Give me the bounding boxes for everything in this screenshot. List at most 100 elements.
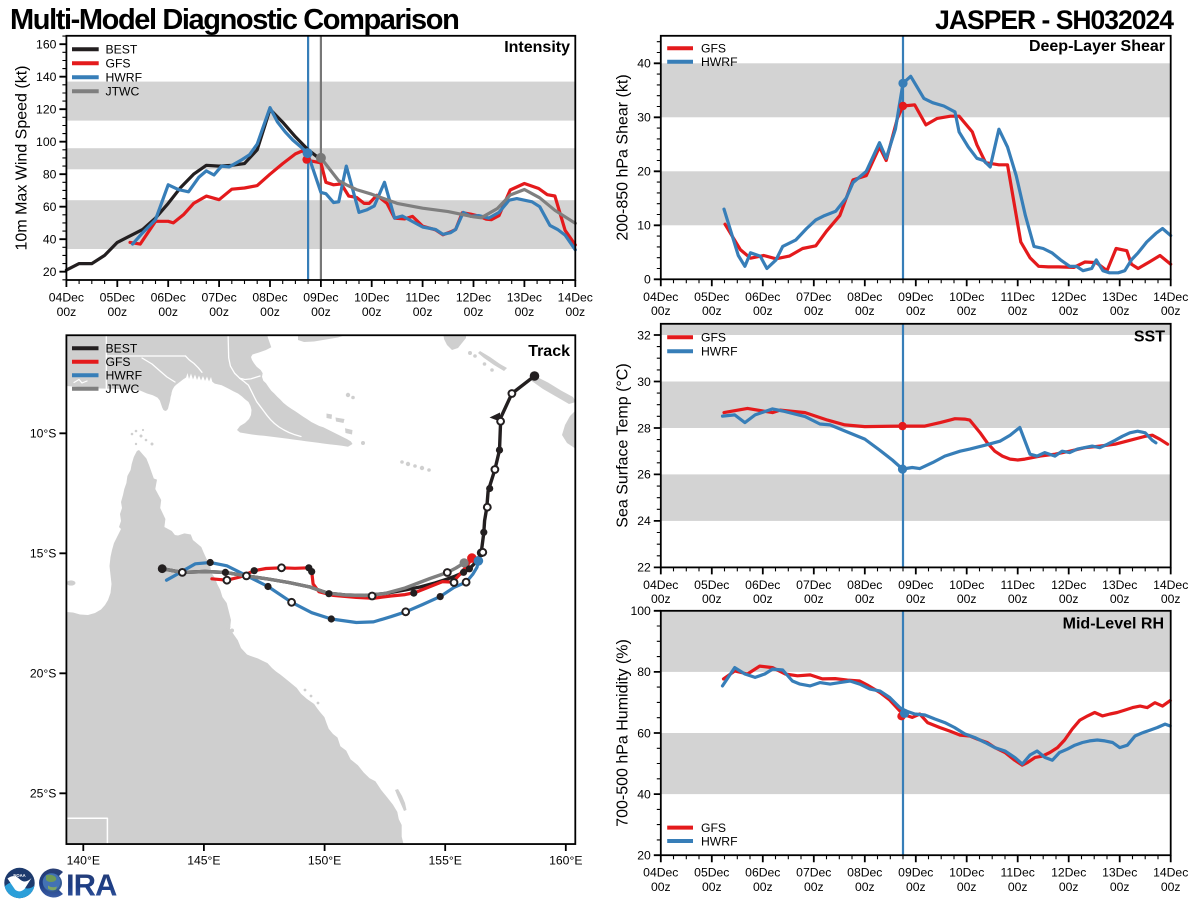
svg-text:00z: 00z: [1059, 880, 1079, 894]
svg-text:09Dec: 09Dec: [898, 578, 933, 592]
svg-text:08Dec: 08Dec: [252, 291, 287, 305]
svg-text:HWRF: HWRF: [701, 345, 738, 359]
svg-text:00z: 00z: [651, 880, 671, 894]
svg-text:11Dec: 11Dec: [405, 291, 439, 305]
svg-text:00z: 00z: [906, 880, 926, 894]
svg-text:Multi-Model Diagnostic Compari: Multi-Model Diagnostic Comparison: [10, 4, 458, 36]
svg-text:GFS: GFS: [701, 331, 726, 345]
svg-text:14Dec: 14Dec: [1153, 290, 1188, 304]
svg-text:10Dec: 10Dec: [949, 290, 984, 304]
svg-text:08Dec: 08Dec: [847, 290, 882, 304]
svg-text:00z: 00z: [57, 305, 77, 319]
svg-text:150°E: 150°E: [308, 854, 341, 868]
svg-text:00z: 00z: [753, 304, 773, 318]
svg-text:11Dec: 11Dec: [1001, 290, 1035, 304]
svg-text:04Dec: 04Dec: [643, 578, 678, 592]
svg-text:40: 40: [43, 233, 57, 247]
svg-text:07Dec: 07Dec: [201, 291, 236, 305]
svg-text:JTWC: JTWC: [106, 85, 140, 99]
svg-text:00z: 00z: [107, 305, 127, 319]
svg-text:00z: 00z: [957, 880, 977, 894]
svg-text:00z: 00z: [855, 880, 875, 894]
svg-text:05Dec: 05Dec: [694, 866, 729, 880]
svg-text:HWRF: HWRF: [701, 55, 738, 69]
svg-text:30: 30: [637, 111, 651, 125]
svg-text:00z: 00z: [702, 304, 722, 318]
svg-text:00z: 00z: [1059, 592, 1079, 606]
svg-text:06Dec: 06Dec: [745, 866, 780, 880]
svg-text:GFS: GFS: [106, 355, 131, 369]
svg-text:11Dec: 11Dec: [1001, 866, 1035, 880]
svg-text:14Dec: 14Dec: [1153, 866, 1188, 880]
svg-text:30: 30: [637, 375, 651, 389]
svg-text:00z: 00z: [209, 305, 229, 319]
svg-text:32: 32: [637, 328, 651, 342]
svg-text:00z: 00z: [804, 592, 824, 606]
svg-text:00z: 00z: [413, 305, 433, 319]
svg-text:04Dec: 04Dec: [643, 290, 678, 304]
svg-text:00z: 00z: [957, 592, 977, 606]
svg-text:06Dec: 06Dec: [151, 291, 186, 305]
svg-text:12Dec: 12Dec: [1051, 578, 1086, 592]
svg-text:07Dec: 07Dec: [796, 866, 831, 880]
svg-text:00z: 00z: [906, 304, 926, 318]
svg-text:12Dec: 12Dec: [1051, 866, 1086, 880]
svg-text:00z: 00z: [1059, 304, 1079, 318]
svg-text:140°E: 140°E: [67, 854, 100, 868]
svg-text:IRA: IRA: [66, 868, 117, 900]
svg-text:Deep-Layer Shear: Deep-Layer Shear: [1029, 38, 1165, 55]
svg-text:10°S: 10°S: [30, 427, 57, 441]
svg-text:100: 100: [36, 135, 57, 149]
svg-text:14Dec: 14Dec: [1153, 578, 1188, 592]
svg-text:12Dec: 12Dec: [456, 291, 491, 305]
svg-text:GFS: GFS: [106, 57, 131, 71]
svg-text:00z: 00z: [1110, 304, 1130, 318]
svg-text:04Dec: 04Dec: [49, 291, 84, 305]
svg-text:25°S: 25°S: [30, 787, 57, 801]
svg-text:Intensity: Intensity: [504, 39, 570, 56]
svg-text:06Dec: 06Dec: [745, 578, 780, 592]
svg-text:00z: 00z: [702, 880, 722, 894]
svg-text:200-850 hPa Shear (kt): 200-850 hPa Shear (kt): [615, 74, 632, 240]
svg-text:28: 28: [637, 421, 651, 435]
svg-text:00z: 00z: [651, 304, 671, 318]
svg-text:120: 120: [36, 103, 57, 117]
svg-text:15°S: 15°S: [30, 547, 57, 561]
svg-text:00z: 00z: [855, 592, 875, 606]
svg-text:HWRF: HWRF: [106, 71, 143, 85]
svg-text:00z: 00z: [1008, 304, 1028, 318]
svg-text:00z: 00z: [753, 592, 773, 606]
svg-text:09Dec: 09Dec: [303, 291, 338, 305]
svg-text:100: 100: [630, 604, 651, 618]
svg-text:00z: 00z: [1110, 592, 1130, 606]
svg-text:20: 20: [43, 265, 57, 279]
svg-text:155°E: 155°E: [429, 854, 462, 868]
svg-text:GFS: GFS: [701, 42, 726, 56]
svg-text:05Dec: 05Dec: [100, 291, 135, 305]
svg-text:10m Max Wind Speed (kt): 10m Max Wind Speed (kt): [14, 66, 31, 251]
svg-text:00z: 00z: [702, 592, 722, 606]
svg-text:11Dec: 11Dec: [1001, 578, 1035, 592]
svg-text:700-500 hPa Humidity (%): 700-500 hPa Humidity (%): [615, 639, 632, 827]
svg-text:05Dec: 05Dec: [694, 578, 729, 592]
svg-text:00z: 00z: [1008, 592, 1028, 606]
svg-text:00z: 00z: [957, 304, 977, 318]
svg-text:04Dec: 04Dec: [643, 866, 678, 880]
svg-text:40: 40: [637, 787, 651, 801]
svg-text:60: 60: [637, 726, 651, 740]
svg-text:JASPER - SH032024: JASPER - SH032024: [935, 5, 1174, 35]
svg-text:00z: 00z: [260, 305, 280, 319]
svg-text:40: 40: [637, 57, 651, 71]
svg-text:00z: 00z: [1008, 880, 1028, 894]
svg-text:09Dec: 09Dec: [898, 290, 933, 304]
svg-text:00z: 00z: [311, 305, 331, 319]
svg-text:BEST: BEST: [106, 342, 138, 356]
svg-text:20: 20: [637, 165, 651, 179]
svg-text:24: 24: [637, 514, 651, 528]
svg-text:00z: 00z: [565, 305, 585, 319]
svg-text:05Dec: 05Dec: [694, 290, 729, 304]
svg-text:13Dec: 13Dec: [1102, 866, 1137, 880]
svg-text:13Dec: 13Dec: [1102, 578, 1137, 592]
svg-text:NOAA: NOAA: [13, 873, 25, 878]
svg-text:08Dec: 08Dec: [847, 578, 882, 592]
